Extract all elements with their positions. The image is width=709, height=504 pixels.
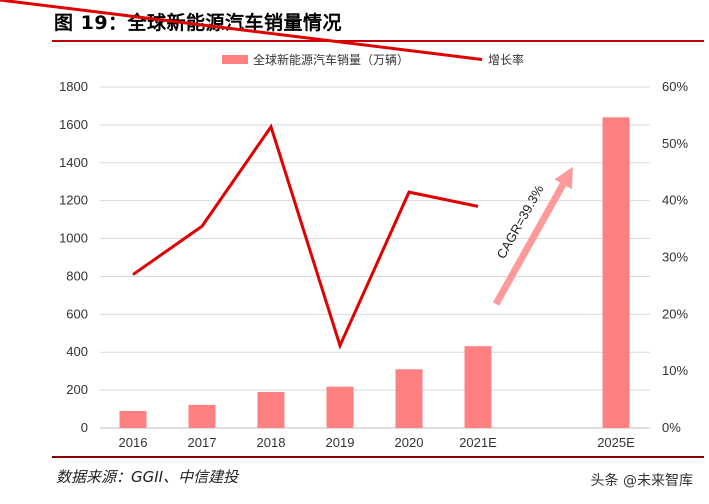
right-tick-label: 0% [662,420,681,435]
cagr-arrow: CAGR=39.3% [492,166,573,306]
bar-2021E [464,346,492,428]
legend-bar-label: 全球新能源汽车销量（万辆） [253,52,409,67]
left-tick-label: 400 [66,344,88,359]
x-tick-label: 2017 [188,435,217,450]
gridlines [100,86,650,429]
left-tick-label: 1000 [59,231,88,246]
right-axis-ticks: 0% 10% 20% 30% 40% 50% 60% [662,79,688,435]
legend-line-swatch [0,0,483,61]
right-tick-label: 50% [662,136,688,151]
growth-line [132,123,479,350]
bar-2016 [119,410,147,428]
legend-line-label: 增长率 [488,52,524,67]
left-tick-label: 1400 [59,155,88,170]
bar-2019 [326,386,354,428]
x-tick-label: 2016 [119,435,148,450]
right-tick-label: 60% [662,79,688,94]
left-tick-label: 0 [81,420,88,435]
right-tick-label: 30% [662,250,688,265]
x-tick-label: 2019 [326,435,355,450]
left-tick-label: 1600 [59,117,88,132]
line-series [132,123,479,350]
bar-series [119,117,630,429]
left-axis-ticks: 0 200 400 600 800 1000 1200 1400 1600 1800 [59,79,88,435]
watermark: 头条 @未来智库 [590,473,693,489]
x-tick-label: 2021E [459,435,497,450]
cagr-arrow-head [554,166,573,190]
right-tick-label: 20% [662,306,688,321]
bar-2020 [395,369,423,428]
x-tick-label: 2018 [257,435,286,450]
legend: 全球新能源汽车销量（万辆） 增长率 [0,0,524,67]
bar-2017 [188,404,216,428]
bar-2018 [257,392,285,428]
x-tick-label: 2020 [395,435,424,450]
legend-bar-swatch [222,55,248,64]
right-tick-label: 40% [662,193,688,208]
cagr-arrow-shaft [492,182,567,306]
x-tick-label: 2025E [597,435,635,450]
left-tick-label: 600 [66,306,88,321]
footer-rule [52,456,704,458]
left-tick-label: 1200 [59,193,88,208]
left-tick-label: 1800 [59,79,88,94]
title-rule [52,40,704,42]
source-note: 数据来源：GGII、中信建投 [56,468,239,486]
left-tick-label: 800 [66,268,88,283]
bar-2025E [602,117,630,429]
right-tick-label: 10% [662,363,688,378]
x-axis-ticks: 2016 2017 2018 2019 2020 2021E 2025E [119,435,636,450]
left-tick-label: 200 [66,382,88,397]
